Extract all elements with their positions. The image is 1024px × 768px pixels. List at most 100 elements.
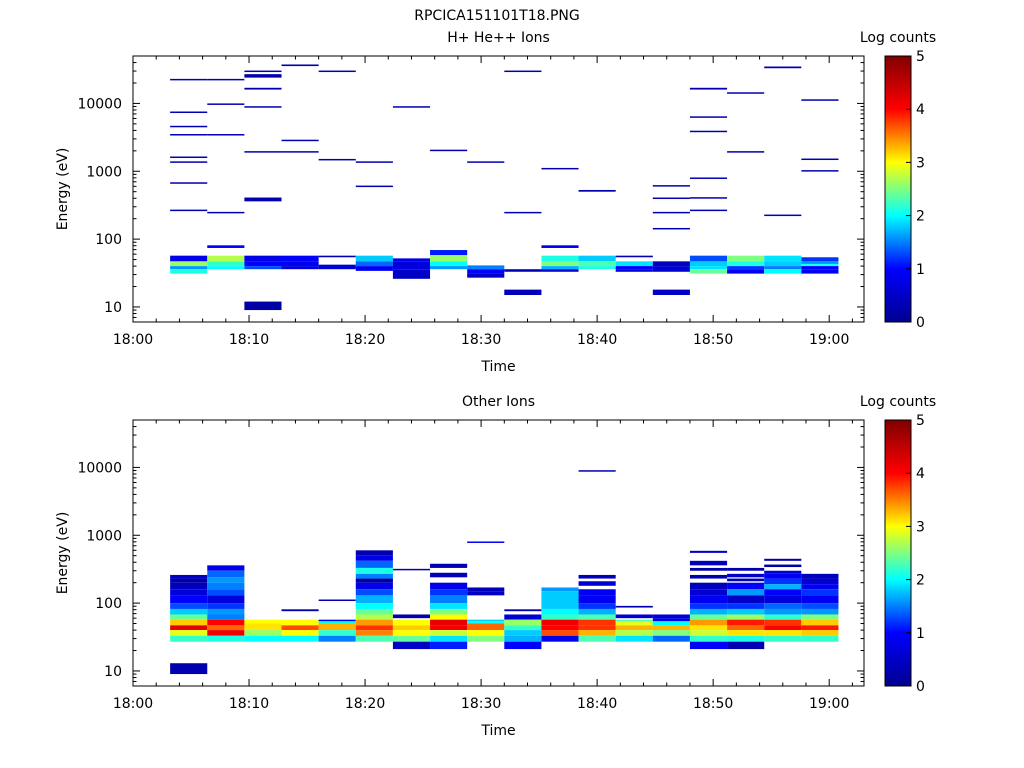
heatmap-cell <box>727 261 765 267</box>
y-tick-label: 1000 <box>86 164 122 180</box>
heatmap-cell <box>430 255 468 262</box>
heatmap-cell <box>652 635 690 642</box>
heatmap-cell <box>801 584 839 590</box>
heatmap-cell <box>318 621 356 624</box>
heatmap-cell <box>170 255 208 262</box>
heatmap-cell <box>430 625 468 631</box>
heatmap-cell <box>392 269 431 279</box>
heatmap-cell <box>170 261 208 267</box>
heatmap-cell <box>541 635 579 642</box>
heatmap-cell <box>801 261 839 264</box>
heatmap-cell <box>578 625 616 631</box>
heatmap-cell <box>430 630 468 636</box>
heatmap-cell <box>727 151 765 153</box>
heatmap-cell <box>504 211 542 214</box>
heatmap-cell <box>244 151 282 153</box>
y-axis-label: Energy (eV) <box>55 512 71 595</box>
heatmap-cell <box>578 266 616 270</box>
heatmap-cell <box>318 255 356 258</box>
heatmap-cell <box>244 635 282 642</box>
heatmap-cell <box>392 106 431 108</box>
heatmap-cell <box>355 567 393 574</box>
colorbar-tick-label: 3 <box>916 155 925 171</box>
heatmap-cell <box>578 608 616 615</box>
heatmap-cell <box>244 261 282 267</box>
heatmap-cell <box>615 266 653 270</box>
colorbar-tick-label: 3 <box>916 519 925 535</box>
heatmap-cell <box>207 565 245 571</box>
heatmap-cell <box>689 635 728 642</box>
heatmap-cell <box>764 573 802 579</box>
colorbar-label: Log counts <box>860 30 936 46</box>
colorbar-tick-label: 1 <box>916 262 925 278</box>
heatmap-cell <box>727 635 765 642</box>
x-tick-label: 18:30 <box>461 332 501 348</box>
heatmap-cell <box>467 273 505 278</box>
x-tick-label: 18:50 <box>693 332 733 348</box>
heatmap-cell <box>764 608 802 615</box>
heatmap-cell <box>467 591 505 596</box>
colorbar-tick-label: 1 <box>916 626 925 642</box>
heatmap-cell <box>170 614 208 620</box>
heatmap-cell <box>652 185 690 187</box>
heatmap-cell <box>318 264 356 270</box>
heatmap-cell <box>430 635 468 642</box>
heatmap-cell <box>727 589 765 596</box>
heatmap-cell <box>504 609 542 612</box>
colorbar-tick-label: 4 <box>916 466 925 482</box>
heatmap-cell <box>689 603 728 609</box>
heatmap-cell <box>355 261 393 267</box>
heatmap-cell <box>652 614 690 619</box>
heatmap-cell <box>727 603 765 609</box>
heatmap-cell <box>801 619 839 626</box>
heatmap-cell <box>207 570 245 578</box>
heatmap-cell <box>207 266 245 270</box>
x-tick-label: 18:20 <box>345 696 385 712</box>
heatmap-cell <box>727 266 765 270</box>
heatmap-cell <box>430 603 468 609</box>
heatmap-cell <box>244 106 282 108</box>
heatmap-cell <box>170 78 208 81</box>
y-tick-label: 100 <box>95 596 122 612</box>
heatmap-cell <box>764 564 802 568</box>
heatmap-cell <box>652 625 690 631</box>
heatmap-cell <box>801 578 839 585</box>
heatmap-cell <box>170 603 208 609</box>
heatmap-cell <box>467 621 505 624</box>
heatmap-cell <box>430 563 468 568</box>
heatmap-cell <box>467 265 505 270</box>
heatmap-cell <box>355 582 393 590</box>
heatmap-cell <box>801 635 839 642</box>
heatmap-cell <box>764 625 802 631</box>
heatmap-cell <box>170 574 208 579</box>
heatmap-cell <box>170 161 208 163</box>
heatmap-cell <box>318 70 356 73</box>
heatmap-cell <box>430 572 468 578</box>
heatmap-cell <box>727 614 765 620</box>
heatmap-cell <box>615 614 653 619</box>
heatmap-cell <box>318 619 356 622</box>
x-tick-label: 18:30 <box>461 696 501 712</box>
colorbar-tick-label: 0 <box>916 315 925 331</box>
figure-title: RPCICA151101T18.PNG <box>414 8 579 24</box>
heatmap-cell <box>504 269 542 272</box>
heatmap-cell <box>764 595 802 604</box>
heatmap-cell <box>281 139 319 142</box>
heatmap-cell <box>355 560 393 568</box>
heatmap-cell <box>170 608 208 615</box>
heatmap-cell <box>281 619 319 626</box>
heatmap-cell <box>430 582 468 590</box>
y-tick-label: 10 <box>104 300 122 316</box>
heatmap-cell <box>355 573 393 579</box>
heatmap-cell <box>207 134 245 136</box>
x-axis-label: Time <box>480 359 515 375</box>
heatmap-cell <box>689 87 728 90</box>
heatmap-cell <box>207 582 245 590</box>
heatmap-cell <box>652 618 690 622</box>
heatmap-cell <box>764 570 802 574</box>
heatmap-cell <box>578 189 616 192</box>
heatmap-cell <box>764 266 802 270</box>
heatmap-cell <box>430 149 468 152</box>
heatmap-cell <box>727 641 765 650</box>
heatmap-cell <box>615 635 653 642</box>
